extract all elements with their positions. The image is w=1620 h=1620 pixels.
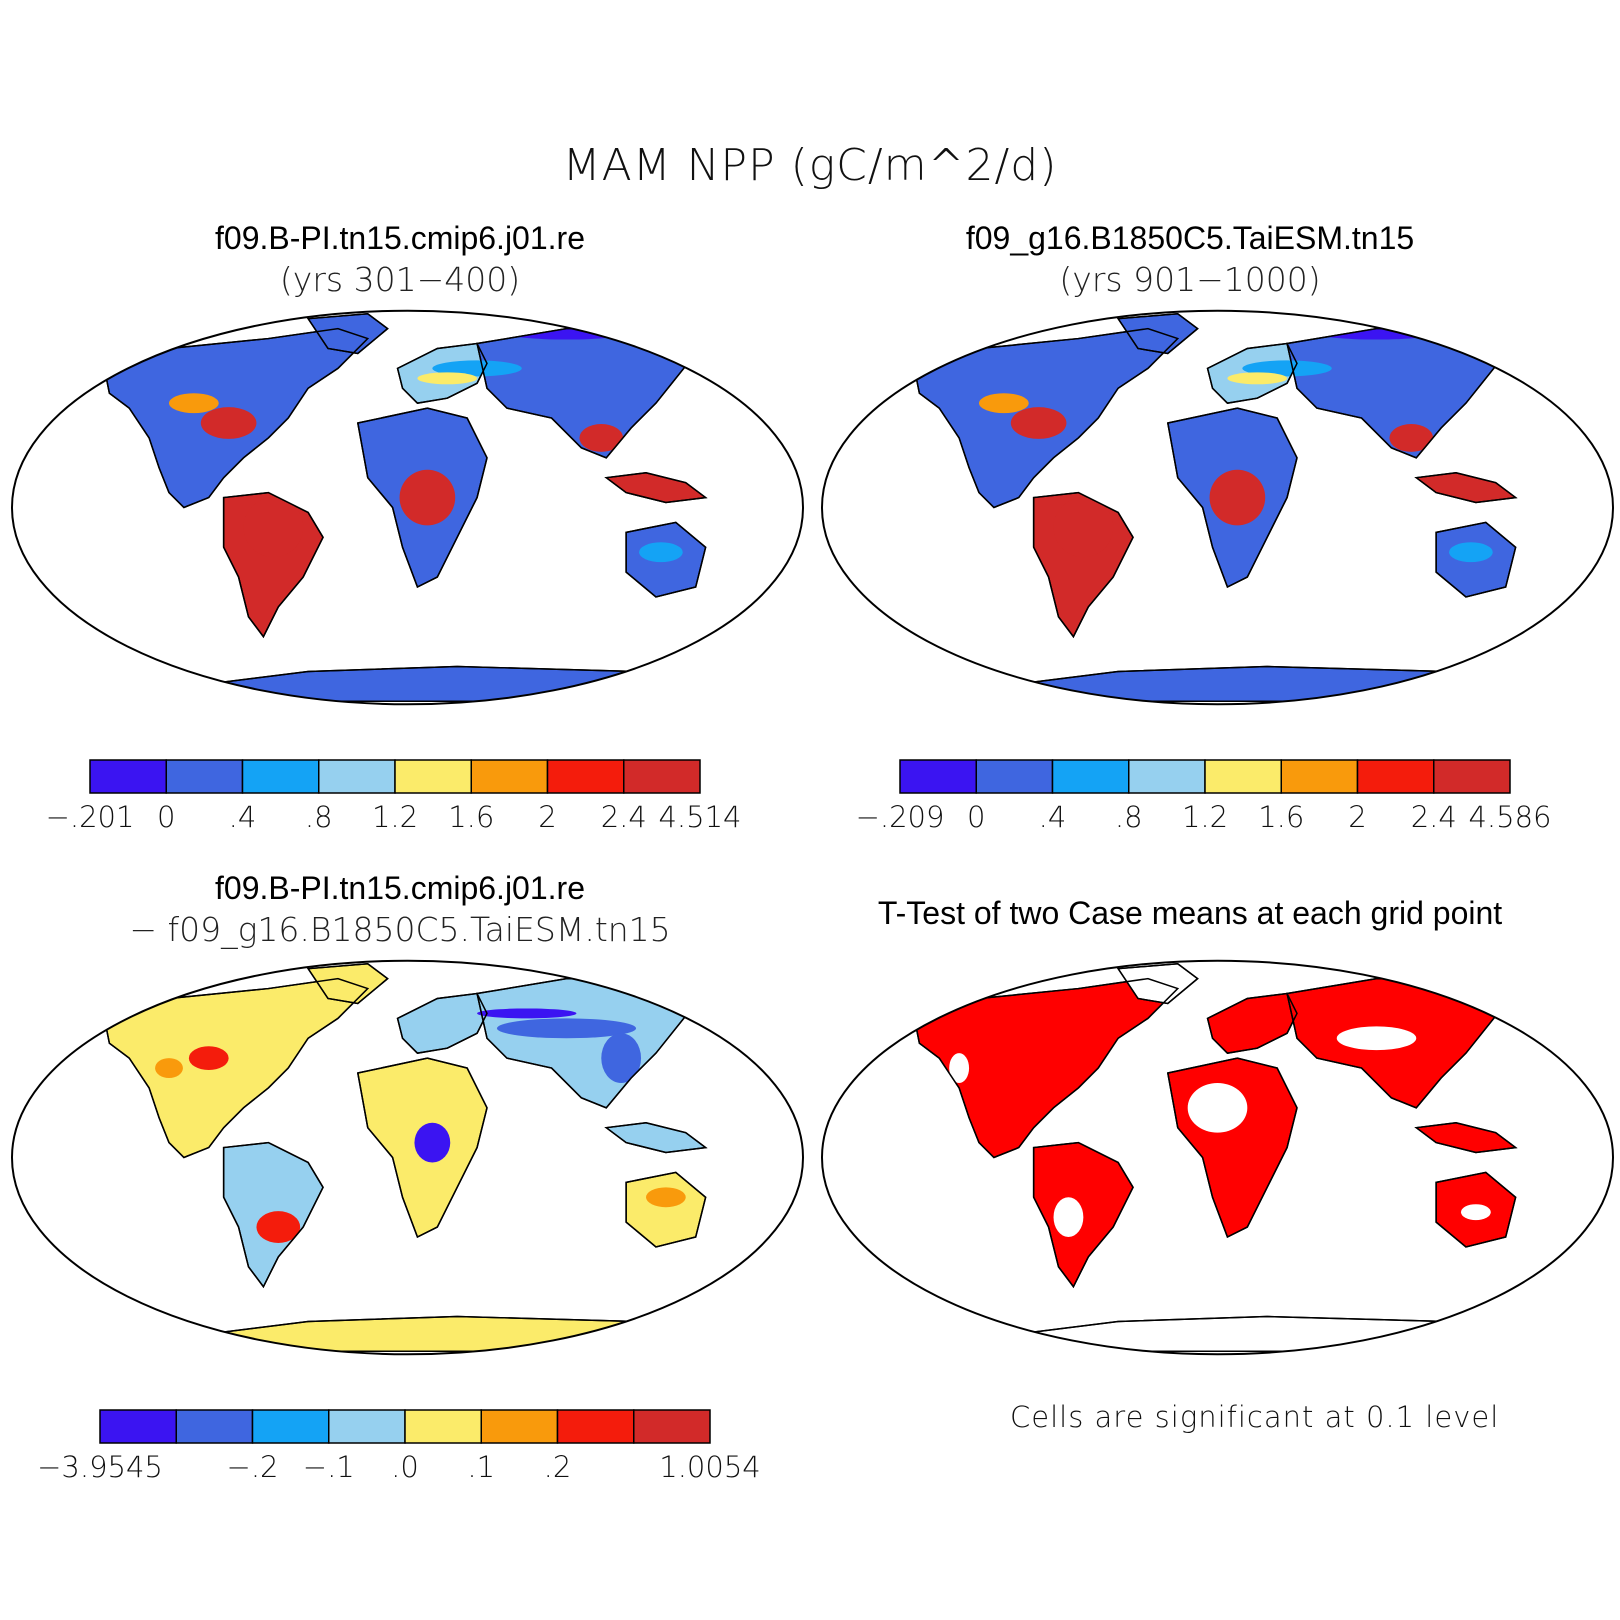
colorbar-box <box>899 759 977 794</box>
map-frame <box>10 309 805 706</box>
colorbar-box <box>165 759 244 794</box>
colorbar-box <box>1051 759 1130 794</box>
colorbar-tick-label: 1.6 <box>1258 800 1304 834</box>
colorbar-box <box>975 759 1054 794</box>
panel-title-ttest: T-Test of two Case means at each grid po… <box>877 895 1503 931</box>
colorbar-box <box>1356 759 1435 794</box>
colorbar-tick-label: 2 <box>538 800 556 834</box>
colorbar-box <box>99 1409 177 1444</box>
colorbar-box <box>318 759 396 794</box>
field-patch <box>399 469 456 526</box>
colorbar-box <box>623 759 701 794</box>
map-case2 <box>820 309 1615 706</box>
colorbar-tick-label: −3.9545 <box>37 1450 163 1484</box>
field-patch <box>1227 372 1288 385</box>
colorbar-box <box>1433 759 1511 794</box>
colorbar-tick-label: .0 <box>391 1450 419 1484</box>
colorbar-tick-label: .4 <box>229 800 257 834</box>
field-patch <box>256 1211 301 1243</box>
field-patch <box>155 1058 183 1078</box>
colorbar-box <box>394 759 472 794</box>
colorbar-box <box>546 759 625 794</box>
colorbar-box <box>633 1409 711 1444</box>
significance-note: Cells are significant at 0.1 level <box>1010 1400 1500 1434</box>
colorbar-box <box>1128 759 1206 794</box>
colorbar-box <box>470 759 549 794</box>
colorbar-box <box>556 1409 635 1444</box>
colorbar-tick-label: −.209 <box>856 800 945 834</box>
field-patch <box>414 1122 451 1163</box>
colorbar-tick-label: 1.2 <box>372 800 418 834</box>
field-patch <box>200 407 257 439</box>
main-title: MAM NPP (gC/m^2/d) <box>562 140 1058 191</box>
map-frame <box>10 959 805 1356</box>
field-patch <box>1460 1204 1491 1221</box>
colorbar-tick-label: .8 <box>1115 800 1143 834</box>
field-patch <box>243 497 304 558</box>
colorbar-box <box>1280 759 1359 794</box>
panel-subtitle-case2: (yrs 901−1000) <box>1059 260 1321 299</box>
colorbar-box <box>328 1409 406 1444</box>
panel-subtitle-diff: − f09_g16.B1850C5.TaiESM.tn15 <box>129 910 671 949</box>
colorbar-case2: −.209 0 .4 .8 1.2 1.6 2 2.4 4.586 <box>856 759 1552 834</box>
colorbar-box <box>175 1409 254 1444</box>
map-case1 <box>10 309 805 706</box>
colorbar-box <box>480 1409 559 1444</box>
field-patch <box>1053 497 1114 558</box>
panel-title-diff: f09.B-PI.tn15.cmip6.j01.re <box>215 870 585 906</box>
colorbar-box <box>1204 759 1282 794</box>
colorbar-tick-label: −.201 <box>46 800 135 834</box>
map-frame <box>820 309 1615 706</box>
field-patch <box>417 372 478 385</box>
colorbar-tick-label: .1 <box>467 1450 495 1484</box>
field-patch <box>646 1187 686 1208</box>
colorbar-tick-label: .8 <box>305 800 333 834</box>
field-patch <box>1389 424 1434 452</box>
colorbar-tick-label: 1.6 <box>448 800 494 834</box>
field-patch <box>188 1046 229 1071</box>
field-patch <box>1053 1197 1084 1237</box>
field-patch <box>1336 1026 1417 1051</box>
colorbar-tick-label: 4.586 <box>1468 800 1551 834</box>
field-patch <box>1242 360 1332 377</box>
colorbar-box <box>89 759 167 794</box>
field-patch <box>1449 542 1493 563</box>
field-patch <box>639 542 683 563</box>
field-patch <box>1010 407 1067 439</box>
field-patch <box>1209 469 1266 526</box>
field-patch <box>579 424 624 452</box>
colorbar-tick-label: 4.514 <box>658 800 741 834</box>
colorbar-box <box>251 1409 330 1444</box>
panel-title-case2: f09_g16.B1850C5.TaiESM.tn15 <box>965 220 1415 256</box>
colorbar-box <box>404 1409 482 1444</box>
colorbar-tick-label: 0 <box>967 800 985 834</box>
colorbar-tick-label: 2 <box>1348 800 1366 834</box>
field-patch <box>496 1018 637 1039</box>
field-patch <box>1187 1082 1248 1133</box>
colorbar-tick-label: .2 <box>544 1450 572 1484</box>
map-ttest <box>820 959 1615 1356</box>
field-patch <box>477 1008 577 1019</box>
field-patch <box>979 393 1029 414</box>
colorbar-tick-label: .4 <box>1039 800 1067 834</box>
colorbar-diff: −3.9545 −.2 −.1 .0 .1 .2 1.0054 <box>37 1409 761 1484</box>
colorbar-tick-label: 1.2 <box>1182 800 1228 834</box>
colorbar-tick-label: 2.4 <box>1411 800 1457 834</box>
colorbar-box <box>241 759 320 794</box>
colorbar-tick-label: −.1 <box>303 1450 355 1484</box>
colorbar-tick-label: 2.4 <box>601 800 647 834</box>
colorbar-tick-label: 1.0054 <box>659 1450 760 1484</box>
field-patch <box>601 1033 642 1083</box>
colorbar-tick-label: −.2 <box>227 1450 279 1484</box>
field-patch <box>949 1053 970 1083</box>
panel-subtitle-case1: (yrs 301−400) <box>279 260 521 299</box>
field-patch <box>169 393 219 414</box>
field-patch <box>432 360 522 377</box>
map-frame <box>820 959 1615 1356</box>
colorbar-case1: −.201 0 .4 .8 1.2 1.6 2 2.4 4.514 <box>46 759 742 834</box>
map-diff <box>10 959 805 1356</box>
panel-title-case1: f09.B-PI.tn15.cmip6.j01.re <box>215 220 585 256</box>
colorbar-tick-label: 0 <box>157 800 175 834</box>
